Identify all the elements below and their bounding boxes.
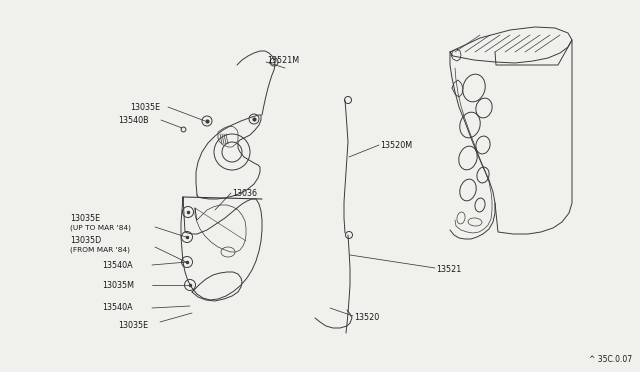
- Text: 13540B: 13540B: [118, 115, 148, 125]
- Text: 13035E: 13035E: [118, 321, 148, 330]
- Text: 13520: 13520: [354, 312, 380, 321]
- Text: 13521M: 13521M: [267, 55, 299, 64]
- Text: ^ 35C.0.07: ^ 35C.0.07: [589, 355, 632, 364]
- Text: 13035D: 13035D: [70, 235, 101, 244]
- Text: 13036: 13036: [232, 189, 257, 198]
- Text: (UP TO MAR '84): (UP TO MAR '84): [70, 225, 131, 231]
- Text: (FROM MAR '84): (FROM MAR '84): [70, 247, 130, 253]
- Text: 13035M: 13035M: [102, 280, 134, 289]
- Text: 13035E: 13035E: [70, 214, 100, 222]
- Text: 13540A: 13540A: [102, 304, 132, 312]
- Text: 13035E: 13035E: [130, 103, 160, 112]
- Text: 13521: 13521: [436, 266, 461, 275]
- Text: 13540A: 13540A: [102, 260, 132, 269]
- Text: 13520M: 13520M: [380, 141, 412, 150]
